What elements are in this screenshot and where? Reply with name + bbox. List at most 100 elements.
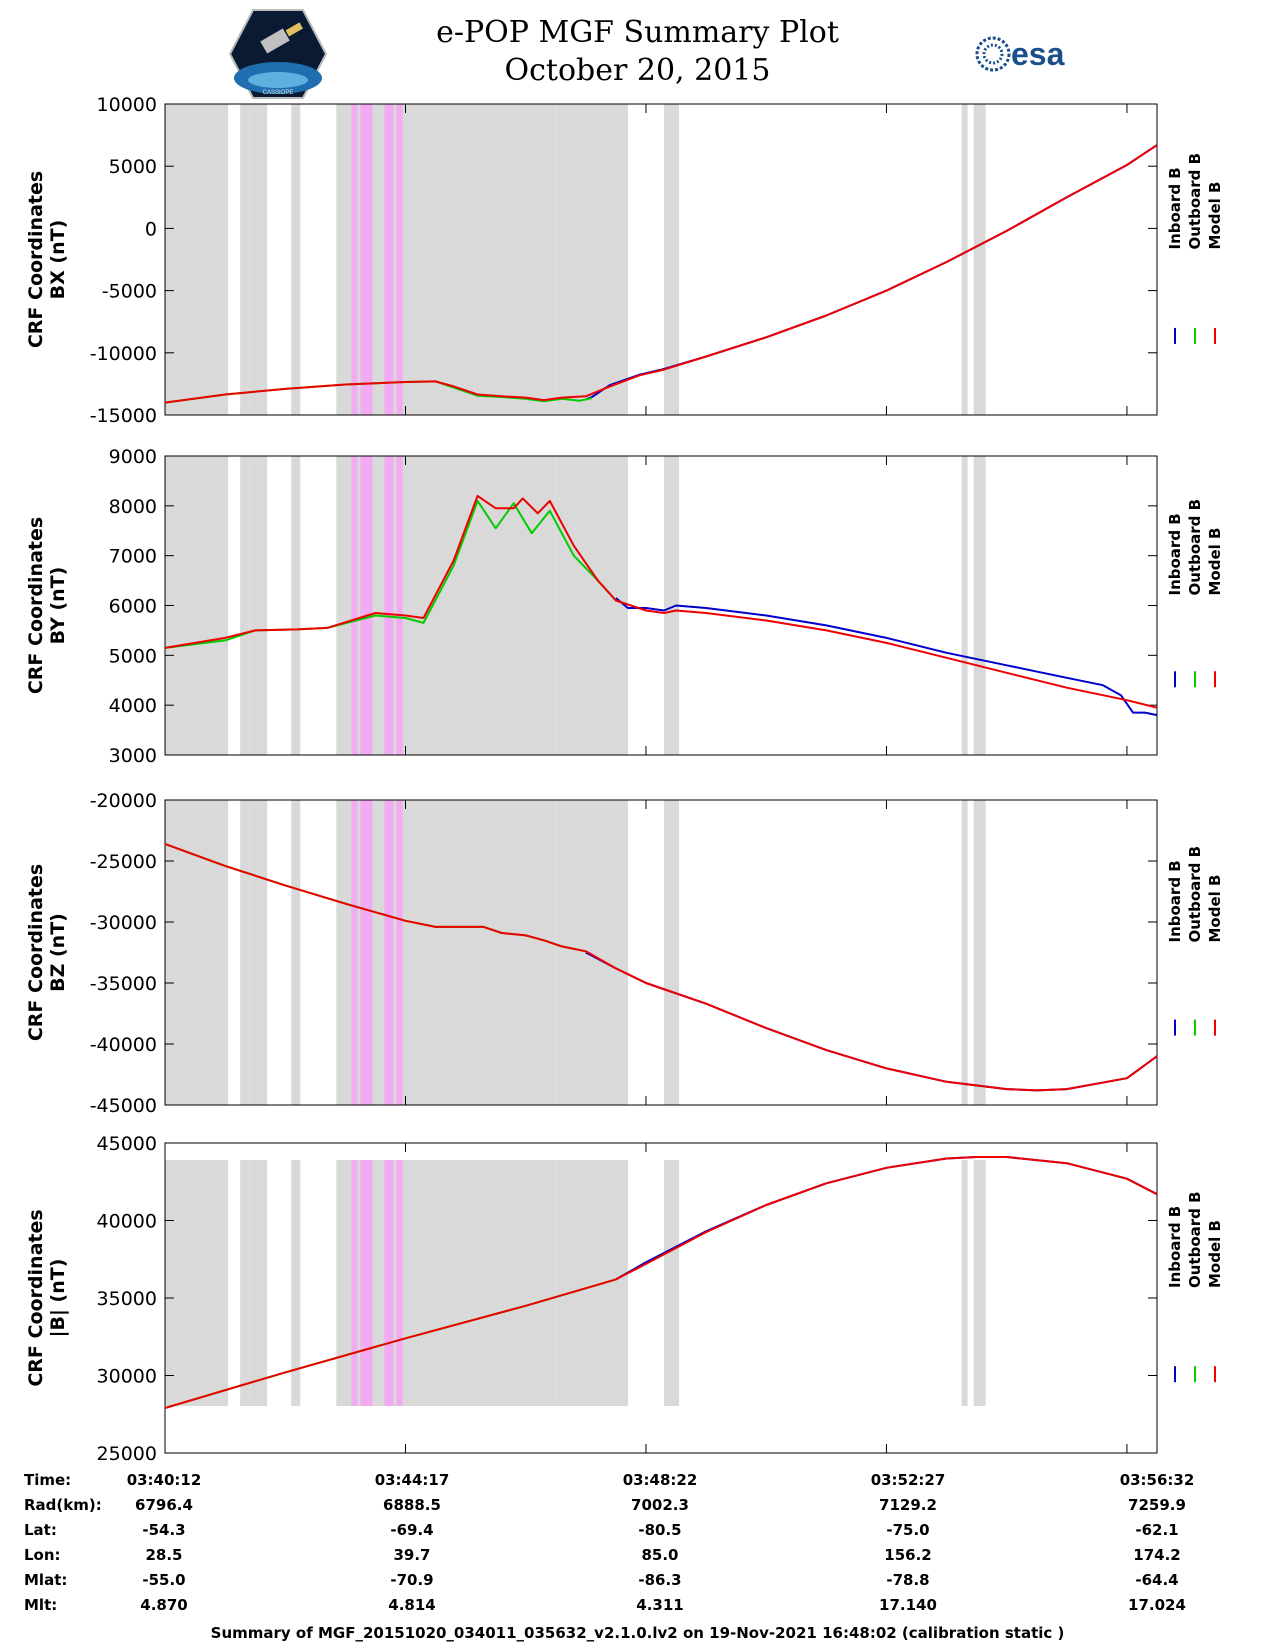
gap-shade-3-1 <box>240 800 250 1105</box>
event-shade-2-2 <box>384 456 394 755</box>
event-shade-4-1 <box>360 1160 373 1406</box>
legend-label-3-0: Inboard B <box>1166 860 1184 942</box>
ylabel-1-1: BX (nT) <box>47 220 69 300</box>
legend-label-2-0: Inboard B <box>1166 513 1184 595</box>
gap-shade-1-4 <box>336 104 475 415</box>
plot-title: e-POP MGF Summary Plot <box>436 15 839 50</box>
legend-label-1-2: Model B <box>1206 182 1224 250</box>
event-shade-4-0 <box>351 1160 358 1406</box>
ytick-label-2-4: 5000 <box>109 645 157 667</box>
ytick-label-1-4: -10000 <box>90 343 157 365</box>
ylabel-3-0: CRF Coordinates <box>25 864 47 1041</box>
gap-shade-4-1 <box>240 1160 250 1406</box>
ytick-label-3-5: -45000 <box>90 1095 157 1117</box>
gap-shade-2-3 <box>291 456 301 755</box>
event-shade-1-3 <box>396 104 403 415</box>
legend-label-3-2: Model B <box>1206 875 1224 943</box>
gap-shade-2-9 <box>973 456 986 755</box>
legend-label-2-2: Model B <box>1206 528 1224 596</box>
gap-shade-3-6 <box>555 800 628 1105</box>
panel-2: 9000 8000 7000 6000 5000 4000 3000 CRF Coordina… <box>25 446 1224 767</box>
series-model-b-1 <box>164 144 1158 404</box>
ytick-label-4-2: 35000 <box>97 1288 157 1310</box>
ytick-label-2-1: 8000 <box>109 496 157 518</box>
ytick-label-3-4: -40000 <box>90 1034 157 1056</box>
ytick-label-2-6: 3000 <box>109 745 157 767</box>
legend-label-2-1: Outboard B <box>1186 499 1204 596</box>
legend-label-1-1: Outboard B <box>1186 153 1204 250</box>
ytick-label-3-3: -35000 <box>90 973 157 995</box>
gap-shade-1-9 <box>973 104 986 415</box>
event-shade-1-1 <box>360 104 373 415</box>
ytick-label-4-4: 25000 <box>97 1443 157 1465</box>
gap-shade-2-2 <box>249 456 268 755</box>
gap-shade-2-8 <box>961 456 968 755</box>
series-inboard-b-2 <box>615 597 1158 717</box>
gap-shade-3-8 <box>961 800 968 1105</box>
gap-shade-4-6 <box>555 1160 628 1406</box>
gap-shade-1-6 <box>555 104 628 415</box>
gap-shade-1-0 <box>165 104 229 415</box>
ylabel-4-1: |B| (nT) <box>47 1259 69 1338</box>
gap-shade-1-8 <box>961 104 968 415</box>
cassiope-logo-text: CASSIOPE <box>263 90 294 96</box>
ytick-label-1-1: 5000 <box>109 156 157 178</box>
legend-label-1-0: Inboard B <box>1166 167 1184 249</box>
panel-frame-2 <box>164 455 1158 756</box>
legend-label-4-1: Outboard B <box>1186 1191 1204 1288</box>
gap-shade-1-5 <box>474 104 556 415</box>
ytick-label-4-3: 30000 <box>97 1366 157 1388</box>
panel-frame-4 <box>164 1142 1158 1454</box>
ytick-label-1-3: -5000 <box>102 281 157 303</box>
series-inboard-b-4 <box>615 1156 1158 1281</box>
ylabel-4-0: CRF Coordinates <box>25 1209 47 1386</box>
legend-label-3-1: Outboard B <box>1186 846 1204 943</box>
gap-shade-4-3 <box>291 1160 301 1406</box>
cassiope-logo: CASSIOPE <box>228 8 328 100</box>
series-model-b-4 <box>164 1156 1158 1409</box>
gap-shade-1-1 <box>240 104 250 415</box>
event-shade-2-0 <box>351 456 358 755</box>
series-model-b-2 <box>164 494 1158 709</box>
ytick-label-2-2: 7000 <box>109 546 157 568</box>
ytick-label-2-0: 9000 <box>109 446 157 468</box>
gap-shade-3-4 <box>336 800 475 1105</box>
event-shade-3-2 <box>384 800 394 1105</box>
ytick-label-4-1: 40000 <box>97 1211 157 1233</box>
ytick-label-3-2: -30000 <box>90 912 157 934</box>
gap-shade-1-7 <box>664 104 680 415</box>
ytick-label-1-2: 0 <box>145 218 157 240</box>
legend-label-4-0: Inboard B <box>1166 1206 1184 1288</box>
gap-shade-3-2 <box>249 800 268 1105</box>
ylabel-2-1: BY (nT) <box>47 567 69 645</box>
gap-shade-1-2 <box>249 104 268 415</box>
gap-shade-3-7 <box>664 800 680 1105</box>
ytick-label-3-0: -20000 <box>90 790 157 812</box>
gap-shade-4-8 <box>961 1160 968 1406</box>
gap-shade-3-3 <box>291 800 301 1105</box>
gap-shade-2-4 <box>336 456 475 755</box>
summary-footer: Summary of MGF_20151020_034011_035632_v2… <box>210 1624 1065 1642</box>
gap-shade-1-3 <box>291 104 301 415</box>
gap-shade-4-7 <box>664 1160 680 1406</box>
gap-shade-3-9 <box>973 800 986 1105</box>
gap-shade-2-6 <box>555 456 628 755</box>
event-shade-2-1 <box>360 456 373 755</box>
event-shade-3-0 <box>351 800 358 1105</box>
panel-frame-3 <box>164 799 1158 1106</box>
event-shade-4-3 <box>396 1160 403 1406</box>
gap-shade-4-5 <box>474 1160 556 1406</box>
ytick-label-1-0: 10000 <box>97 94 157 116</box>
ytick-label-1-5: -15000 <box>90 405 157 427</box>
series-model-b-3 <box>164 842 1158 1092</box>
ytick-label-4-0: 45000 <box>97 1133 157 1155</box>
panel-3: -20000 -25000 -30000 -35000 -40000 -45000 CRF … <box>25 790 1224 1117</box>
panel-1: 10000 5000 0 -5000 -10000 -15000 CRF Coordinat… <box>25 94 1224 427</box>
event-shade-4-2 <box>384 1160 394 1406</box>
event-shade-1-2 <box>384 104 394 415</box>
gap-shade-2-1 <box>240 456 250 755</box>
gap-shade-3-0 <box>165 800 229 1105</box>
gap-shade-2-7 <box>664 456 680 755</box>
ytick-label-3-1: -25000 <box>90 851 157 873</box>
